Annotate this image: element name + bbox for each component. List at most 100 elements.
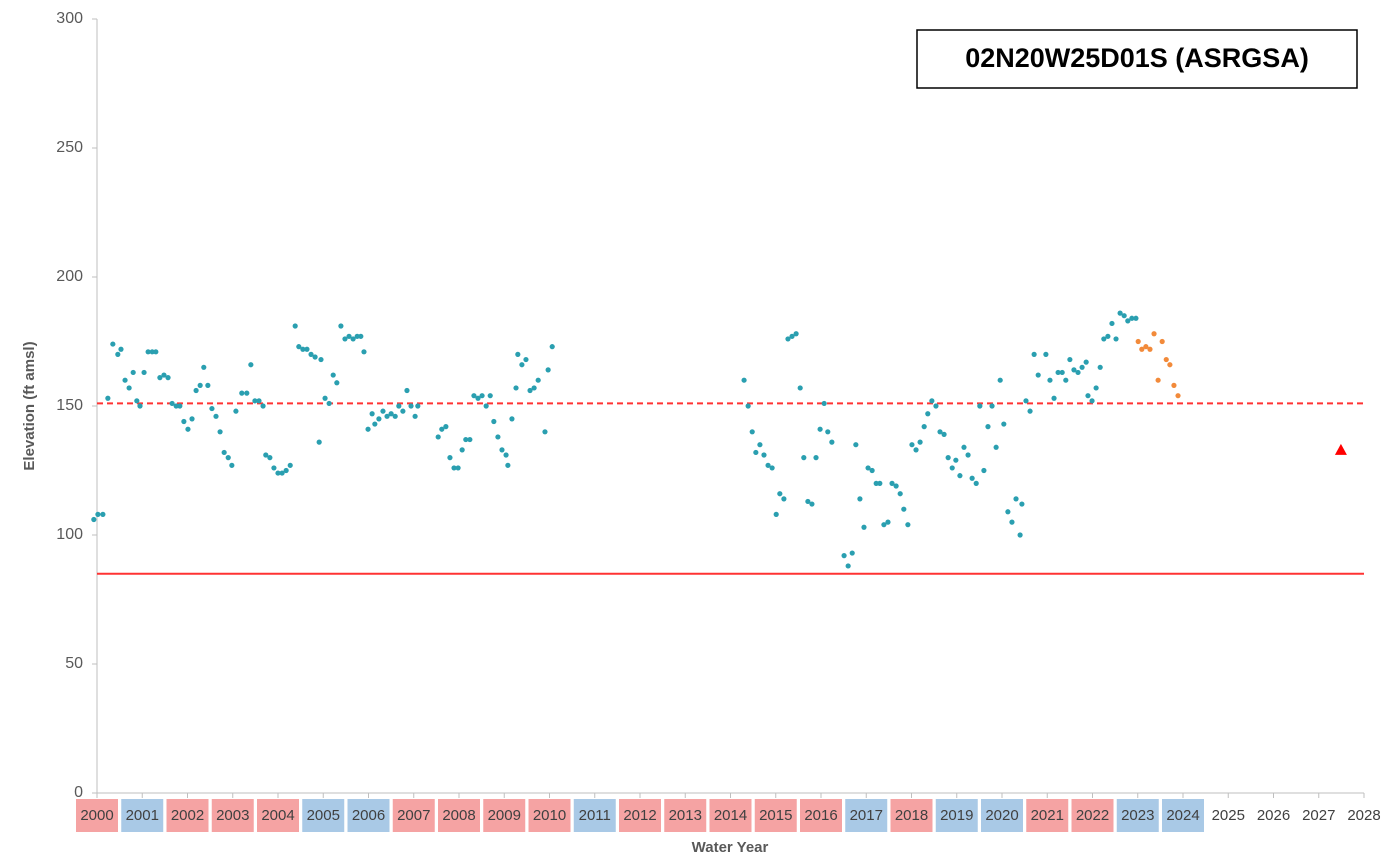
point xyxy=(535,377,541,383)
point xyxy=(1334,443,1347,455)
point xyxy=(296,344,302,350)
point xyxy=(229,462,235,468)
point xyxy=(267,455,273,461)
point xyxy=(997,377,1003,383)
x-tick-background xyxy=(754,799,797,832)
point xyxy=(271,465,277,471)
x-tick-label: 2028 xyxy=(1347,807,1380,824)
point xyxy=(1051,395,1057,401)
point xyxy=(400,408,406,414)
point xyxy=(909,442,915,448)
x-tick-background xyxy=(1162,799,1204,832)
point xyxy=(181,418,187,425)
point xyxy=(1093,385,1099,391)
point xyxy=(201,364,207,370)
point xyxy=(213,413,219,419)
point xyxy=(217,429,223,435)
point xyxy=(505,462,511,468)
point xyxy=(225,455,231,461)
point xyxy=(338,323,344,329)
point xyxy=(122,377,128,383)
point xyxy=(197,382,203,388)
x-axis-label: Water Year xyxy=(692,839,769,856)
point xyxy=(1031,351,1037,357)
point xyxy=(949,465,955,471)
x-tick-label: 2010 xyxy=(533,807,566,824)
point xyxy=(805,498,811,505)
point xyxy=(813,455,819,461)
x-tick-label: 2015 xyxy=(759,807,792,824)
x-tick-label: 2000 xyxy=(80,807,113,824)
point xyxy=(372,421,378,427)
point xyxy=(1135,338,1141,345)
point xyxy=(439,426,445,432)
point xyxy=(1113,336,1119,342)
point xyxy=(925,411,931,417)
point xyxy=(308,351,314,357)
point xyxy=(969,475,975,481)
point xyxy=(981,467,987,474)
y-tick-label: 100 xyxy=(56,526,83,543)
x-tick-label: 2016 xyxy=(804,807,837,824)
point xyxy=(1043,351,1049,357)
point xyxy=(777,491,783,497)
point xyxy=(256,398,262,404)
x-tick-label: 2026 xyxy=(1257,807,1290,824)
point xyxy=(1163,356,1169,363)
point xyxy=(105,395,111,401)
x-tick-background xyxy=(257,799,299,832)
point xyxy=(937,429,943,435)
x-tick-label: 2027 xyxy=(1302,807,1335,824)
x-tick-background xyxy=(483,799,526,832)
point xyxy=(769,465,775,471)
point xyxy=(1023,398,1029,404)
point xyxy=(989,403,995,409)
point xyxy=(829,439,835,445)
point xyxy=(110,341,116,347)
point xyxy=(1159,338,1165,345)
point xyxy=(193,387,199,394)
point xyxy=(845,563,851,569)
point xyxy=(300,346,306,352)
point xyxy=(893,483,899,489)
point xyxy=(985,424,991,430)
point xyxy=(1063,377,1069,383)
point xyxy=(275,470,281,476)
point xyxy=(322,395,328,401)
point xyxy=(749,429,755,435)
point xyxy=(396,403,402,409)
point xyxy=(1117,310,1123,316)
point xyxy=(471,393,477,399)
point xyxy=(221,449,227,456)
point xyxy=(973,480,979,486)
point xyxy=(1017,532,1023,538)
point xyxy=(793,331,799,337)
point xyxy=(1079,364,1085,370)
point xyxy=(1155,377,1161,383)
point xyxy=(933,403,939,409)
point xyxy=(993,444,999,450)
point xyxy=(134,398,140,404)
x-tick-label: 2018 xyxy=(895,807,928,824)
point xyxy=(189,416,195,422)
x-tick-background xyxy=(935,799,978,832)
point xyxy=(1009,519,1015,525)
x-tick-label: 2008 xyxy=(442,807,475,824)
point xyxy=(1071,367,1077,373)
x-tick-background xyxy=(619,799,661,832)
point xyxy=(745,403,751,409)
x-tick-label: 2025 xyxy=(1212,807,1245,824)
x-tick-label: 2021 xyxy=(1031,807,1064,824)
point xyxy=(1035,372,1041,378)
x-tick-background xyxy=(664,799,707,832)
point xyxy=(354,333,360,339)
point xyxy=(100,511,106,517)
x-tick-background xyxy=(1071,799,1114,832)
x-tick-label: 2002 xyxy=(171,807,204,824)
point xyxy=(252,398,258,404)
x-tick-background xyxy=(166,799,209,832)
point xyxy=(773,511,779,517)
point xyxy=(953,457,959,463)
